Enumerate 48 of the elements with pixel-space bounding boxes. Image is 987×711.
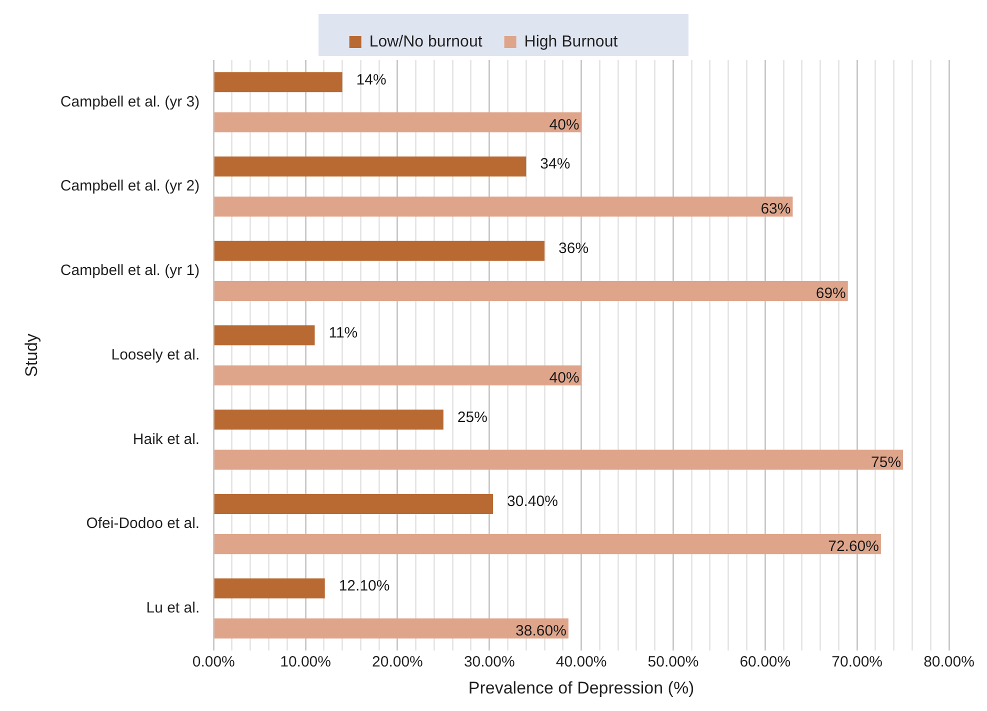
x-tick-label: 40.00% [556,654,607,671]
x-tick-label: 10.00% [280,654,331,671]
data-label: 36% [558,240,589,258]
bar [214,112,582,132]
data-label: 63% [760,200,791,218]
x-tick-label: 80.00% [924,654,974,671]
data-label: 38.60% [516,622,566,640]
y-tick-label: Campbell et al. (yr 2) [60,178,200,195]
bar [214,450,904,470]
y-tick-label: Loosely et al. [111,346,200,364]
bar [214,325,315,346]
x-tick-label: 30.00% [464,654,515,671]
bar [214,280,848,301]
x-tick-label: 60.00% [740,654,791,671]
y-tick-label: Ofei-Dodoo et al. [86,515,200,532]
legend-label: Low/No burnout [369,33,483,50]
bar [214,240,545,261]
data-label: 40% [549,116,580,134]
data-label: 30.40% [507,493,558,510]
x-axis-title: Prevalence of Depression (%) [468,678,694,698]
data-label: 11% [328,324,358,342]
data-label: 69% [816,285,846,302]
y-tick-label: Haik et al. [132,430,200,448]
data-label: 75% [871,454,902,471]
y-tick-label: Lu et al. [146,600,200,617]
bar [214,494,494,514]
data-label: 14% [356,71,386,88]
bar [214,156,526,177]
bar [214,196,793,217]
data-label: 25% [457,408,488,426]
x-tick-label: 70.00% [832,654,883,671]
data-label: 34% [540,156,570,173]
x-tick-label: 20.00% [372,654,423,671]
data-label: 40% [549,369,580,386]
y-axis-title: Study [22,333,41,378]
bar [214,72,342,92]
bar [214,365,582,386]
data-label: 72.60% [828,538,879,556]
x-tick-label: 0.00% [192,654,235,671]
data-label: 12.10% [338,578,390,595]
legend-label: High Burnout [524,33,618,50]
bar [214,410,444,430]
x-tick-label: 50.00% [648,654,699,671]
bar [214,578,325,598]
bar [214,534,881,554]
bar [214,618,568,638]
y-tick-label: Campbell et al. (yr 1) [60,262,200,280]
y-tick-label: Campbell et al. (yr 3) [60,93,200,110]
